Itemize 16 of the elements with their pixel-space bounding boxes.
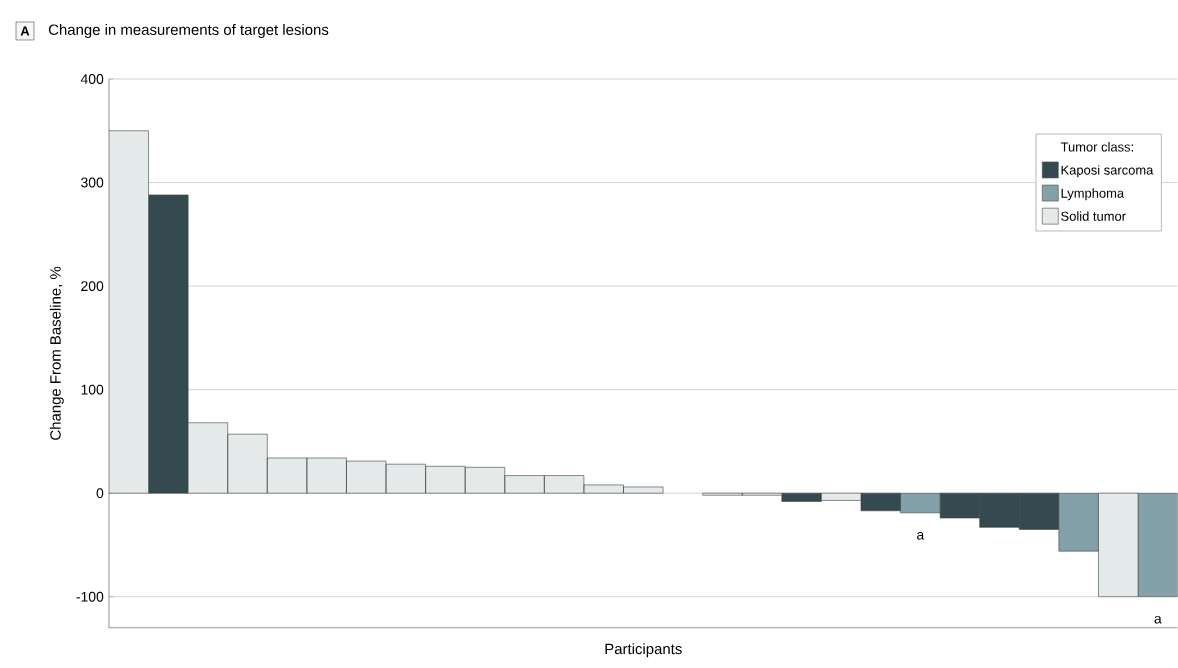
legend-label: Solid tumor (1061, 211, 1126, 221)
legend-title: Tumor class: (1060, 142, 1133, 152)
y-axis-title: Change From Baseline, % (49, 266, 64, 440)
x-axis-title: Participants (605, 643, 682, 658)
chart-title: Change in measurements of target lesions (48, 24, 329, 39)
y-tick-label: 100 (81, 384, 104, 395)
y-tick-label: 300 (81, 177, 104, 188)
y-tick-label: 400 (80, 74, 104, 85)
y-tick-label: -100 (76, 591, 104, 602)
text: A (20, 26, 30, 36)
legend-label: Kaposi sarcoma (1061, 165, 1154, 178)
y-tick-label: 200 (81, 281, 104, 292)
y-tick-label: 0 (96, 488, 104, 499)
data-label: a (1154, 616, 1162, 624)
legend-label: Lymphoma (1061, 188, 1125, 201)
data-label: a (917, 532, 925, 540)
